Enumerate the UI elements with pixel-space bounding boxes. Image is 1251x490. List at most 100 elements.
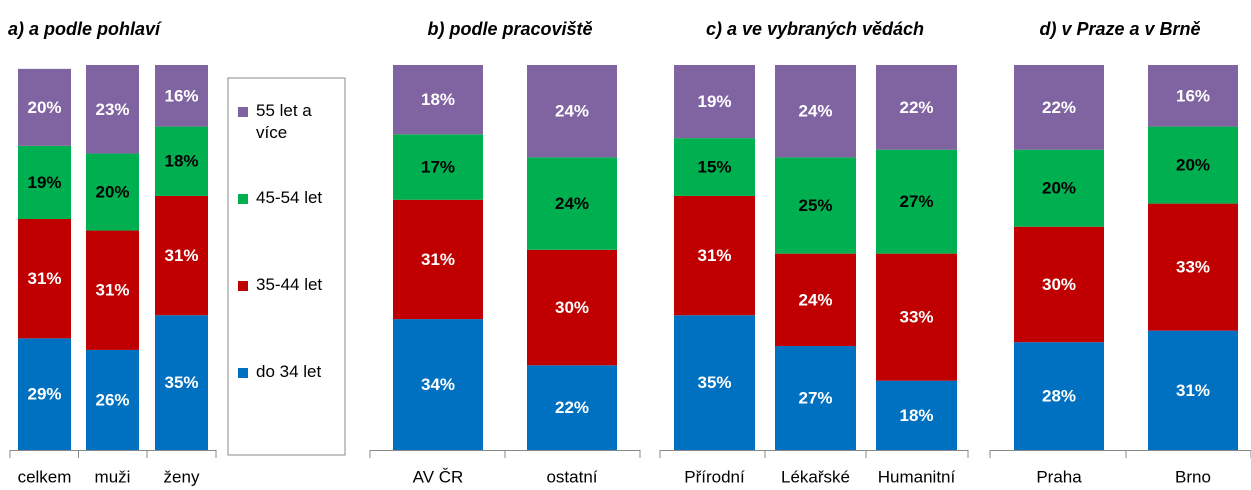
panel-title: d) v Praze a v Brně — [1039, 19, 1200, 39]
data-label: 19% — [27, 173, 61, 192]
data-label: 22% — [555, 398, 589, 417]
data-label: 31% — [1176, 381, 1210, 400]
bar-segment — [527, 249, 617, 366]
bar-segment — [1148, 126, 1238, 204]
data-label: 31% — [421, 250, 455, 269]
data-label: 20% — [1176, 156, 1210, 175]
data-label: 18% — [421, 90, 455, 109]
x-tick-label: AV ČR — [413, 467, 464, 486]
data-label: 31% — [697, 246, 731, 265]
bar-segment — [155, 65, 208, 127]
data-label: 31% — [164, 246, 198, 265]
bar-segment — [86, 230, 139, 350]
x-tick-label: Praha — [1036, 467, 1082, 486]
data-label: 18% — [164, 152, 198, 171]
data-label: 25% — [798, 196, 832, 215]
x-tick-label: Přírodní — [684, 467, 745, 486]
x-tick-label: Brno — [1175, 467, 1211, 486]
bar-segment — [18, 68, 71, 146]
data-label: 19% — [697, 92, 731, 111]
x-tick-label: ostatní — [546, 467, 597, 486]
panel-title: c) a ve vybraných vědách — [706, 19, 924, 39]
bar-segment — [155, 195, 208, 316]
data-label: 20% — [27, 98, 61, 117]
data-label: 15% — [697, 158, 731, 177]
data-label: 34% — [421, 375, 455, 394]
legend-label: 55 let a více — [256, 101, 312, 142]
data-label: 23% — [95, 100, 129, 119]
bar-segment — [527, 157, 617, 250]
data-label: 27% — [899, 192, 933, 211]
bar-segment — [1014, 65, 1104, 150]
data-label: 18% — [899, 406, 933, 425]
x-tick-label: ženy — [164, 467, 200, 486]
data-label: 16% — [1176, 86, 1210, 105]
bar-segment — [393, 134, 483, 200]
bar-segment — [527, 65, 617, 158]
legend-swatch — [238, 368, 248, 378]
bar-segment — [674, 65, 755, 139]
data-label: 35% — [164, 373, 198, 392]
bar-segment — [18, 338, 71, 450]
data-label: 28% — [1042, 387, 1076, 406]
data-label: 31% — [27, 269, 61, 288]
data-label: 26% — [95, 390, 129, 409]
data-label: 20% — [1042, 179, 1076, 198]
legend-swatch — [238, 194, 248, 204]
data-label: 30% — [555, 298, 589, 317]
bar-segment — [18, 219, 71, 339]
bar-segment — [86, 349, 139, 450]
bar-segment — [876, 149, 957, 254]
data-label: 33% — [899, 308, 933, 327]
data-label: 22% — [1042, 98, 1076, 117]
bar-segment — [775, 65, 856, 158]
data-label: 31% — [95, 281, 129, 300]
bar-segment — [775, 253, 856, 347]
x-tick-label: Lékařské — [781, 467, 850, 486]
legend-swatch — [238, 107, 248, 117]
data-label: 16% — [164, 86, 198, 105]
bar-segment — [1014, 342, 1104, 450]
bar-segment — [1148, 65, 1238, 127]
bar-segment — [393, 199, 483, 320]
bar-segment — [1014, 149, 1104, 227]
x-tick-label: celkem — [18, 467, 72, 486]
x-tick-label: Humanitní — [878, 467, 956, 486]
panel-title: b) podle pracoviště — [427, 19, 592, 39]
bar-segment — [18, 145, 71, 219]
bar-segment — [86, 65, 139, 154]
bar-segment — [393, 319, 483, 450]
legend-label: 35-44 let — [256, 275, 323, 294]
bar-segment — [527, 365, 617, 450]
bar-segment — [393, 65, 483, 135]
bar-segment — [155, 126, 208, 196]
bar-segment — [86, 153, 139, 231]
bar-segment — [876, 65, 957, 150]
bar-segment — [674, 138, 755, 196]
panel-title: a) a podle pohlaví — [8, 19, 162, 39]
data-label: 33% — [1176, 258, 1210, 277]
bar-segment — [674, 315, 755, 450]
legend-box — [227, 77, 346, 456]
x-tick-label: muži — [95, 467, 131, 486]
data-label: 24% — [798, 290, 832, 309]
data-label: 24% — [555, 194, 589, 213]
bar-segment — [775, 346, 856, 450]
data-label: 24% — [555, 102, 589, 121]
bar-segment — [1148, 330, 1238, 450]
legend-label: 45-54 let — [256, 188, 323, 207]
bar-segment — [876, 380, 957, 450]
bar-segment — [155, 315, 208, 450]
data-label: 22% — [899, 98, 933, 117]
bar-segment — [674, 195, 755, 316]
legend-label: do 34 let — [256, 362, 322, 381]
data-label: 17% — [421, 158, 455, 177]
bar-segment — [1148, 203, 1238, 331]
data-label: 24% — [798, 102, 832, 121]
legend-swatch — [238, 281, 248, 291]
bar-segment — [876, 253, 957, 381]
data-label: 29% — [27, 385, 61, 404]
data-label: 30% — [1042, 275, 1076, 294]
